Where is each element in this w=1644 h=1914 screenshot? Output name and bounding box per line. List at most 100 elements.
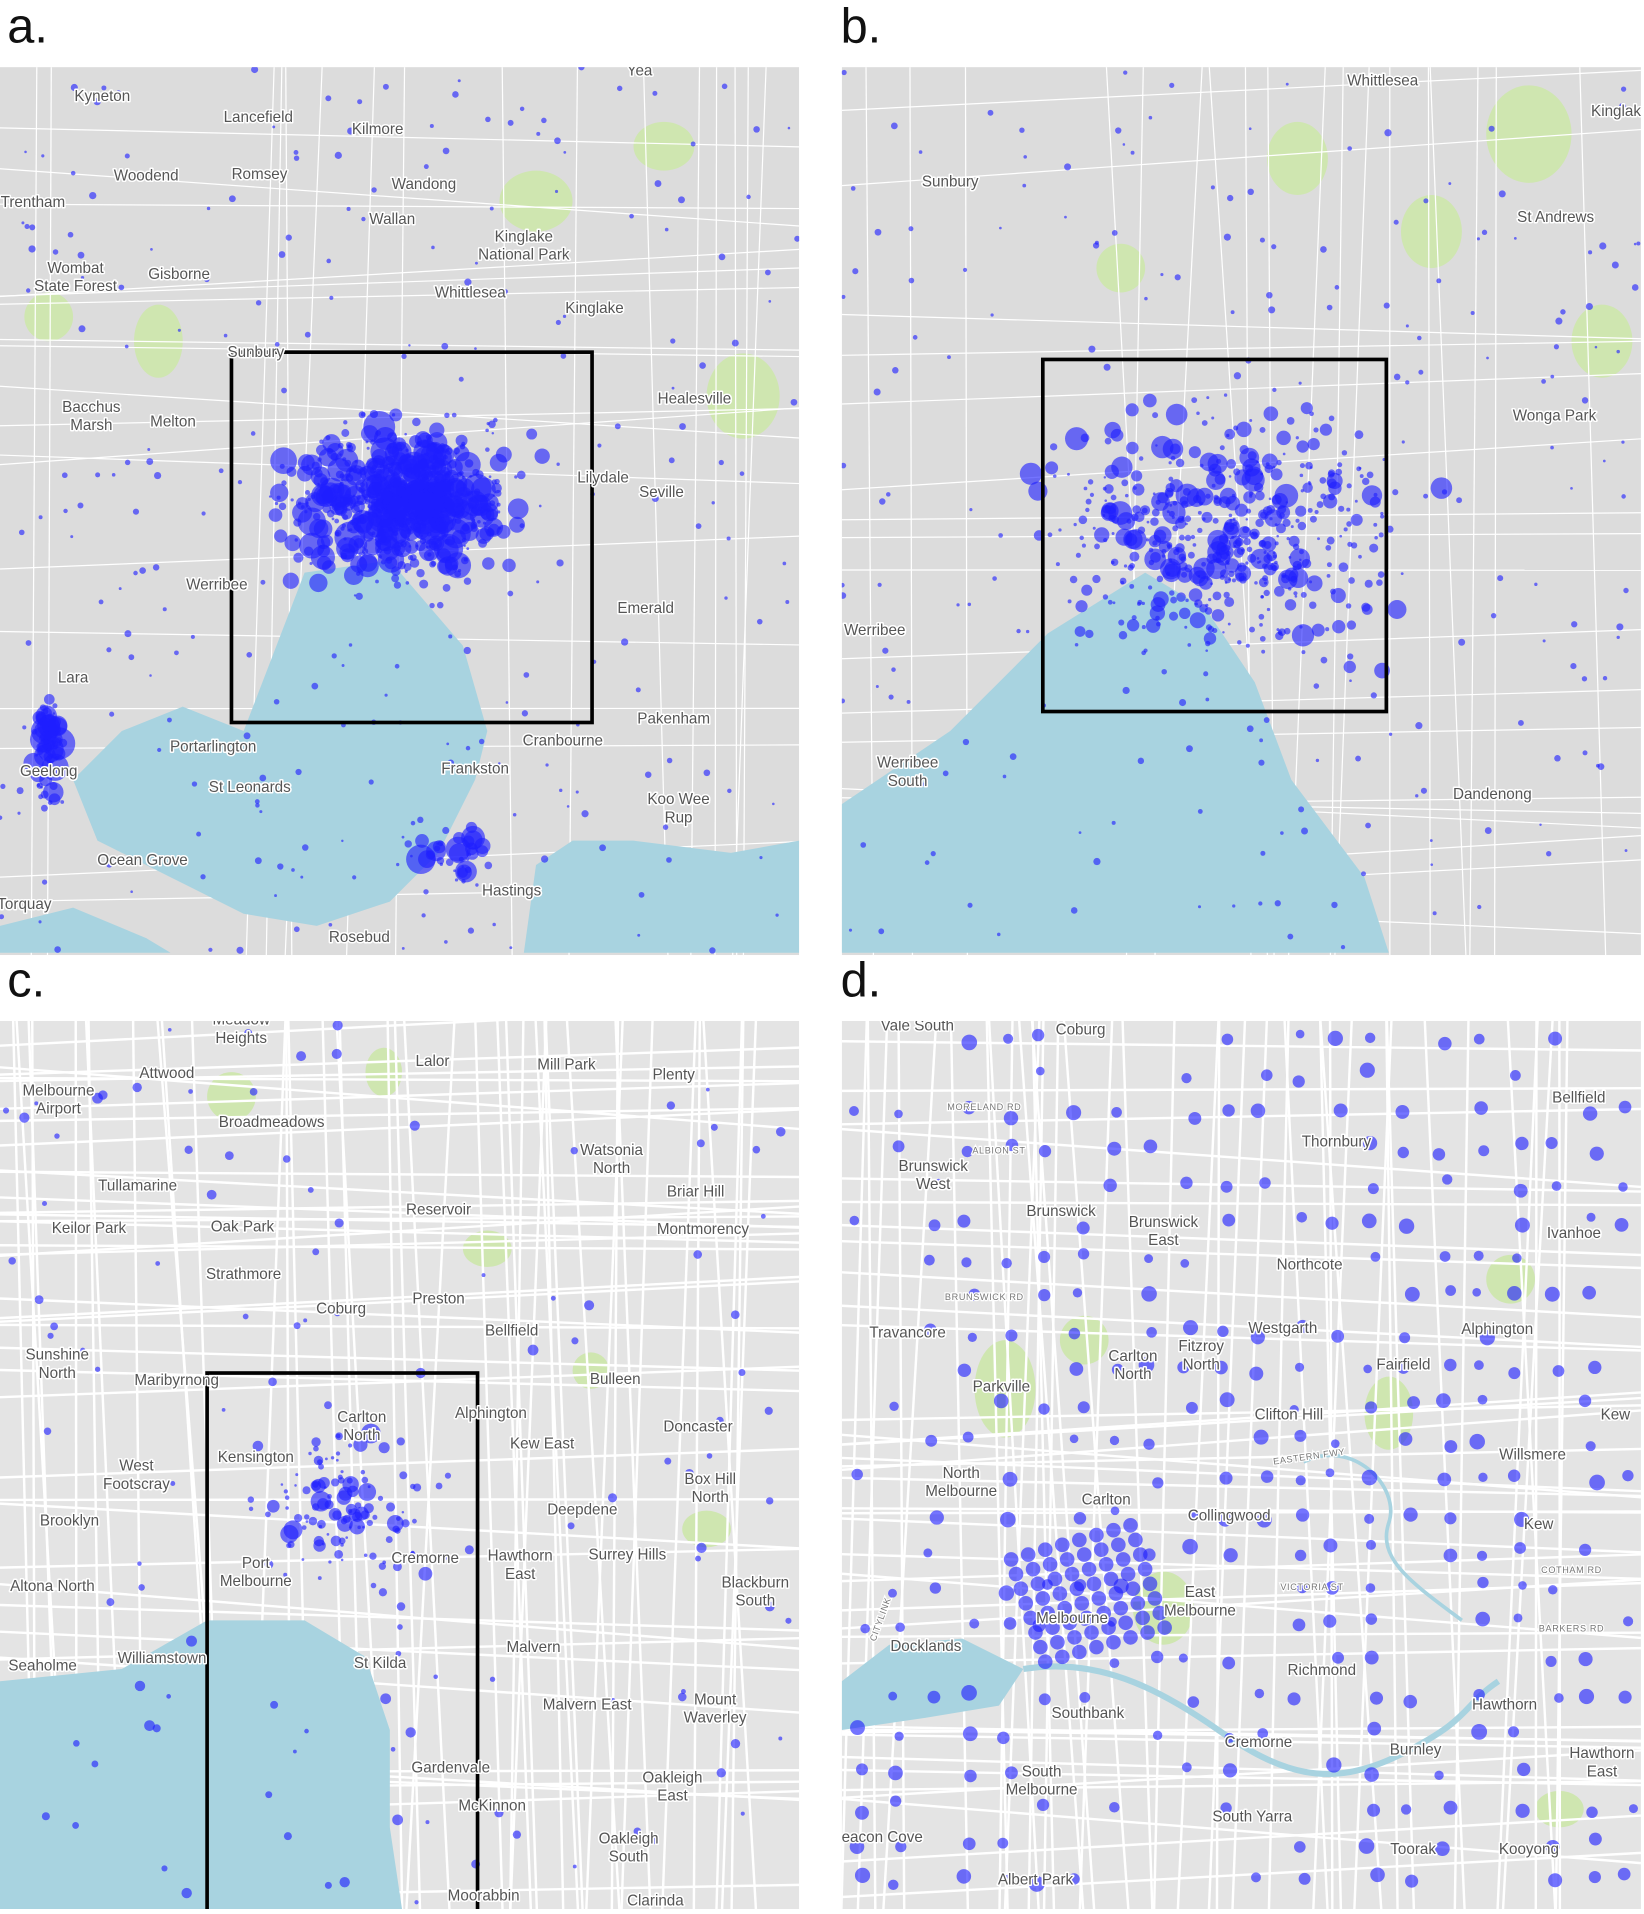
circle-marker [435,520,441,526]
circle-marker [772,802,775,806]
circle-marker [1222,1763,1238,1778]
circle-marker [186,1635,197,1647]
road [841,1749,1641,1800]
water [841,1638,1024,1730]
road [1176,1020,1220,1910]
place-label: Keilor Park [52,1220,127,1237]
circle-marker [43,694,55,705]
circle-marker [436,842,439,845]
circle-marker [1298,806,1305,813]
circle-marker [208,947,213,952]
circles [0,67,800,954]
circle-marker [1479,1330,1495,1346]
road [508,1020,525,1910]
circle-marker [434,458,445,469]
place-label: Meadow [212,1012,271,1029]
road [841,1271,1641,1319]
circle-marker [790,398,798,406]
circle-marker [1380,511,1384,516]
circle-marker [1218,533,1229,544]
circle-marker [1187,1696,1200,1708]
road [0,1582,800,1650]
place-label: Bellfield [1552,1090,1605,1107]
circle-marker [317,1576,322,1580]
circle-marker [1276,534,1279,538]
circle-marker [1367,1183,1379,1195]
circle-marker [321,1542,325,1546]
circle-marker [391,574,400,583]
place-label: Kyneton [74,88,130,105]
circle-marker [1183,1320,1199,1336]
circle-marker [957,1363,972,1378]
circle-marker [423,550,435,561]
circle-marker [248,1506,254,1512]
circle-marker [1404,1286,1420,1302]
circle-marker [1292,1618,1306,1632]
circle-marker [1069,1434,1079,1444]
circle-marker [1079,535,1084,541]
circle-marker [392,1562,402,1572]
circle-marker [1309,601,1317,609]
circle-marker [1362,1135,1378,1151]
road [1062,1020,1130,1910]
circle-marker [1088,345,1096,353]
circle-marker [445,536,455,546]
circle-marker [1594,345,1598,349]
circle-marker [63,508,68,514]
circle-marker [1507,1286,1522,1301]
circle-marker [401,1511,405,1514]
circle-marker [318,482,343,507]
circle-marker [874,228,882,236]
circle-marker [934,1178,943,1188]
circle-marker [274,529,288,543]
circle-marker [0,783,6,789]
place-label: Collingwood [1188,1507,1271,1524]
circle-marker [1259,738,1264,743]
circle-marker [1253,482,1264,493]
circle-marker [927,1690,941,1704]
circle-marker [308,1451,312,1456]
road [0,1108,800,1147]
road [0,1215,800,1223]
circle-marker [404,432,407,436]
circle-marker [404,840,412,848]
circle-marker [1508,1367,1521,1380]
circle-marker [1367,1721,1382,1736]
circle-marker [1212,517,1219,524]
circle-marker [278,251,286,258]
circle-marker [0,914,5,920]
road [1353,1020,1393,1910]
circle-marker [1168,510,1175,517]
circle-marker [60,800,65,804]
circle-marker [346,441,352,448]
circle-marker [485,428,489,433]
place-label: Sunbury [227,344,284,361]
circle-marker [759,856,763,860]
circle-marker [1291,624,1315,647]
road [568,67,579,956]
circle-marker [997,1837,1009,1849]
circle-marker [545,763,549,767]
road [1429,67,1467,956]
circle-marker [124,630,132,638]
circle-marker [95,472,101,478]
circle-marker [1074,1595,1090,1611]
circle-marker [330,1535,342,1547]
circle-marker [21,221,25,225]
road [0,1244,800,1251]
circle-marker [1069,1581,1085,1596]
circle-marker [1224,428,1235,440]
circle-marker [377,528,386,537]
circle-marker [1233,372,1242,380]
circle-marker [481,1273,486,1278]
circle-marker [1133,511,1145,523]
circle-marker [1364,1032,1376,1044]
circle-marker [251,67,259,74]
circle-marker [1259,426,1266,433]
circle-marker [442,454,448,460]
circle-marker [1172,525,1179,532]
circle-marker [1276,430,1291,446]
circle-marker [923,1548,933,1558]
road [841,313,1641,340]
